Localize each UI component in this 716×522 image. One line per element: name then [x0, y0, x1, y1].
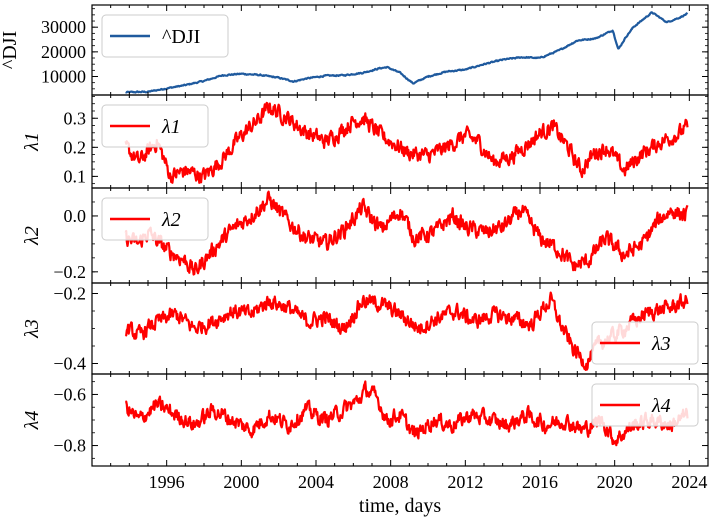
- x-tick-label: 2024: [671, 472, 707, 492]
- panels: 10000 20000 30000 ^DJI ^DJI 0.1 0.2 0.3 λ1 λ1 −0.2…: [0, 4, 709, 492]
- x-tick-label: 2000: [223, 472, 259, 492]
- y-tick-label: 0.3: [64, 108, 87, 128]
- y-tick-label: 0.0: [64, 206, 87, 226]
- panel-3: −0.2 0.0 λ2 λ2: [21, 187, 709, 284]
- y-tick-label: −0.2: [53, 284, 86, 304]
- legend: λ3: [591, 321, 699, 365]
- y-tick-label: −0.2: [53, 262, 86, 282]
- legend: λ2: [101, 197, 209, 241]
- y-tick-label: 0.1: [64, 166, 87, 186]
- legend-label: ^DJI: [162, 26, 200, 48]
- legend: λ1: [101, 104, 209, 148]
- y-axis-label: λ2: [21, 226, 43, 246]
- legend-label: λ1: [161, 116, 181, 138]
- legend-label: λ3: [651, 333, 671, 355]
- legend-label: λ2: [161, 209, 181, 231]
- y-tick-label: 20000: [41, 42, 86, 62]
- legend-label: λ4: [651, 395, 671, 417]
- y-axis-label: λ1: [21, 132, 43, 152]
- panel-1: 10000 20000 30000 ^DJI ^DJI: [0, 4, 709, 96]
- series-line-1-1: [125, 11, 689, 94]
- panel-2: 0.1 0.2 0.3 λ1 λ1: [21, 94, 709, 189]
- y-tick-label: 10000: [41, 67, 86, 87]
- y-axis-label: λ4: [21, 411, 43, 431]
- y-axis-label: λ3: [21, 319, 43, 339]
- x-tick-label: 2012: [447, 472, 483, 492]
- legend: ^DJI: [101, 14, 229, 58]
- x-tick-label: 1996: [149, 472, 185, 492]
- x-tick-label: 2008: [373, 472, 409, 492]
- panel-4: −0.4 −0.2 λ3 λ3: [21, 282, 709, 375]
- legend-box: [101, 14, 229, 58]
- y-tick-label: −0.6: [53, 384, 86, 404]
- x-tick-label: 2004: [298, 472, 334, 492]
- y-axis-label: ^DJI: [0, 31, 21, 69]
- x-tick-label: 2020: [597, 472, 633, 492]
- legend-box: [591, 383, 699, 427]
- y-tick-label: −0.8: [53, 436, 86, 456]
- series-line-2-1: [124, 101, 689, 184]
- legend-box: [101, 197, 209, 241]
- x-tick-label: 2016: [522, 472, 558, 492]
- legend-box: [591, 321, 699, 365]
- y-tick-label: 30000: [41, 17, 86, 37]
- series-line-3-1: [124, 190, 689, 276]
- y-tick-label: −0.4: [53, 354, 86, 374]
- panel-5: −0.8 −0.6 λ4 λ4: [21, 373, 709, 467]
- x-axis-label: time, days: [359, 495, 441, 517]
- legend: λ4: [591, 383, 699, 427]
- y-tick-label: 0.2: [64, 137, 87, 157]
- legend-box: [101, 104, 209, 148]
